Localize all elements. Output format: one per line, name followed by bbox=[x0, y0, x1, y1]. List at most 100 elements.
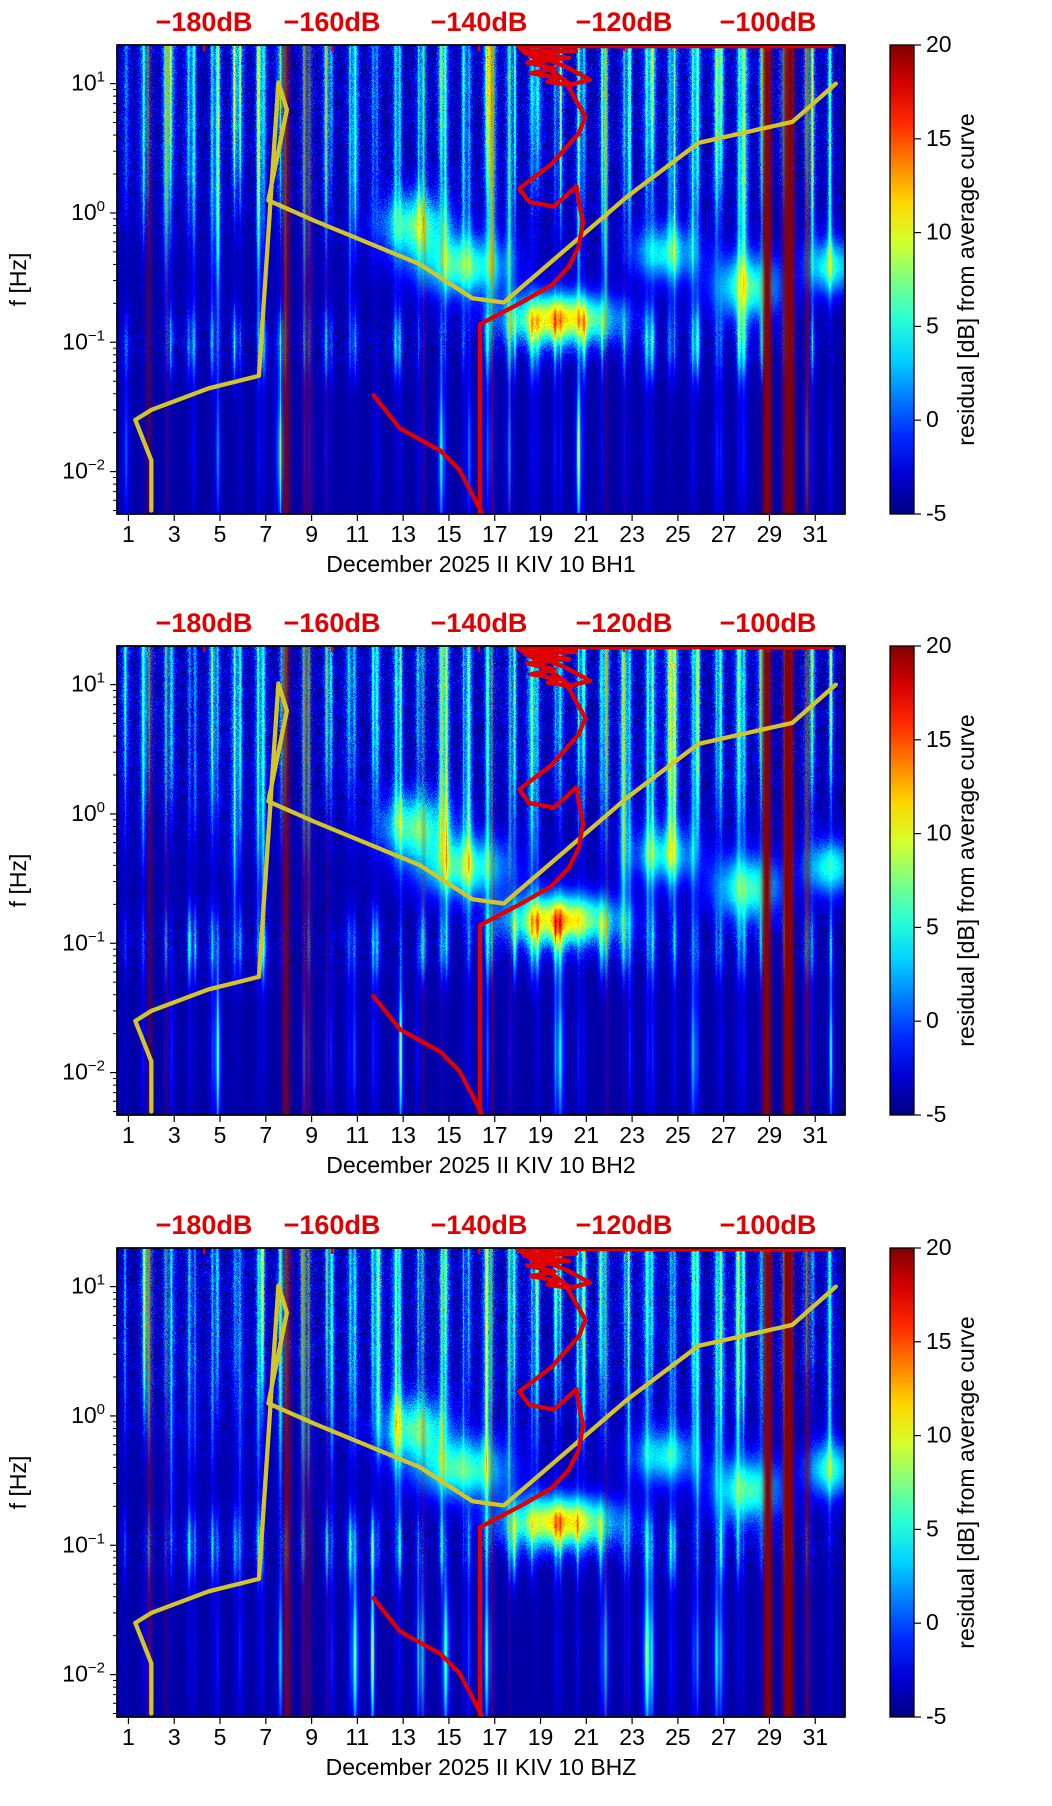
svg-text:-5: -5 bbox=[926, 1703, 946, 1729]
svg-text:10−1: 10−1 bbox=[62, 929, 105, 956]
svg-text:15: 15 bbox=[436, 1724, 462, 1750]
svg-text:20: 20 bbox=[926, 1234, 952, 1260]
svg-text:f [Hz]: f [Hz] bbox=[5, 253, 31, 307]
svg-text:3: 3 bbox=[168, 1724, 181, 1750]
svg-text:residual [dB] from average cur: residual [dB] from average curve bbox=[953, 113, 979, 445]
svg-text:10−2: 10−2 bbox=[62, 1659, 105, 1686]
svg-text:27: 27 bbox=[711, 1724, 737, 1750]
svg-text:13: 13 bbox=[390, 1724, 416, 1750]
svg-text:f [Hz]: f [Hz] bbox=[5, 854, 31, 908]
svg-text:5: 5 bbox=[926, 1515, 939, 1541]
svg-text:29: 29 bbox=[757, 521, 783, 547]
svg-text:residual [dB] from average cur: residual [dB] from average curve bbox=[953, 1316, 979, 1648]
svg-text:−140dB: −140dB bbox=[431, 7, 528, 37]
svg-text:101: 101 bbox=[71, 670, 105, 697]
svg-text:December 2025 II KIV 10 BHZ: December 2025 II KIV 10 BHZ bbox=[326, 1754, 637, 1780]
svg-text:−120dB: −120dB bbox=[576, 608, 673, 638]
svg-text:December 2025 II KIV 10 BH2: December 2025 II KIV 10 BH2 bbox=[326, 1152, 635, 1178]
svg-text:27: 27 bbox=[711, 521, 737, 547]
svg-text:−180dB: −180dB bbox=[156, 7, 253, 37]
svg-text:19: 19 bbox=[528, 1724, 554, 1750]
svg-text:9: 9 bbox=[305, 521, 318, 547]
svg-text:23: 23 bbox=[619, 1122, 645, 1148]
svg-text:5: 5 bbox=[926, 914, 939, 940]
svg-text:20: 20 bbox=[926, 632, 952, 658]
svg-text:residual [dB] from average cur: residual [dB] from average curve bbox=[953, 715, 979, 1047]
svg-text:10: 10 bbox=[926, 820, 952, 846]
svg-text:10−1: 10−1 bbox=[62, 327, 105, 354]
svg-text:27: 27 bbox=[711, 1122, 737, 1148]
svg-text:100: 100 bbox=[71, 1401, 105, 1428]
svg-text:100: 100 bbox=[71, 198, 105, 225]
svg-text:19: 19 bbox=[528, 1122, 554, 1148]
svg-text:9: 9 bbox=[305, 1724, 318, 1750]
svg-text:1: 1 bbox=[122, 1122, 135, 1148]
svg-text:23: 23 bbox=[619, 1724, 645, 1750]
svg-text:11: 11 bbox=[345, 521, 369, 547]
svg-text:21: 21 bbox=[574, 1724, 600, 1750]
svg-text:21: 21 bbox=[574, 1122, 600, 1148]
svg-text:19: 19 bbox=[528, 521, 554, 547]
svg-text:f [Hz]: f [Hz] bbox=[5, 1455, 31, 1509]
svg-text:−100dB: −100dB bbox=[720, 608, 817, 638]
svg-text:17: 17 bbox=[482, 1724, 508, 1750]
svg-text:15: 15 bbox=[926, 726, 952, 752]
svg-text:0: 0 bbox=[926, 406, 939, 432]
svg-text:3: 3 bbox=[168, 1122, 181, 1148]
svg-text:31: 31 bbox=[802, 1122, 828, 1148]
svg-text:7: 7 bbox=[259, 1122, 272, 1148]
svg-text:−140dB: −140dB bbox=[431, 608, 528, 638]
svg-text:7: 7 bbox=[259, 1724, 272, 1750]
svg-text:7: 7 bbox=[259, 521, 272, 547]
svg-text:−160dB: −160dB bbox=[284, 1210, 381, 1240]
svg-text:10−2: 10−2 bbox=[62, 1058, 105, 1085]
svg-text:11: 11 bbox=[345, 1122, 369, 1148]
svg-text:23: 23 bbox=[619, 521, 645, 547]
svg-text:December 2025 II KIV 10 BH1: December 2025 II KIV 10 BH1 bbox=[326, 551, 635, 577]
svg-text:100: 100 bbox=[71, 799, 105, 826]
svg-text:−120dB: −120dB bbox=[576, 7, 673, 37]
svg-text:11: 11 bbox=[345, 1724, 369, 1750]
svg-text:15: 15 bbox=[436, 521, 462, 547]
svg-text:25: 25 bbox=[665, 1122, 691, 1148]
svg-text:101: 101 bbox=[71, 1271, 105, 1298]
svg-text:5: 5 bbox=[214, 1724, 227, 1750]
svg-text:−160dB: −160dB bbox=[284, 608, 381, 638]
svg-text:31: 31 bbox=[802, 1724, 828, 1750]
svg-text:3: 3 bbox=[168, 521, 181, 547]
svg-text:21: 21 bbox=[574, 521, 600, 547]
svg-text:−180dB: −180dB bbox=[156, 608, 253, 638]
svg-text:20: 20 bbox=[926, 31, 952, 57]
svg-text:15: 15 bbox=[926, 125, 952, 151]
svg-text:1: 1 bbox=[122, 521, 135, 547]
svg-text:10: 10 bbox=[926, 1421, 952, 1447]
svg-text:5: 5 bbox=[214, 521, 227, 547]
svg-text:−140dB: −140dB bbox=[431, 1210, 528, 1240]
svg-text:−160dB: −160dB bbox=[284, 7, 381, 37]
svg-text:1: 1 bbox=[122, 1724, 135, 1750]
svg-text:0: 0 bbox=[926, 1007, 939, 1033]
svg-text:10−1: 10−1 bbox=[62, 1530, 105, 1557]
svg-text:-5: -5 bbox=[926, 500, 946, 526]
svg-text:15: 15 bbox=[926, 1327, 952, 1353]
svg-text:29: 29 bbox=[757, 1122, 783, 1148]
svg-text:10: 10 bbox=[926, 219, 952, 245]
svg-text:0: 0 bbox=[926, 1609, 939, 1635]
svg-text:101: 101 bbox=[71, 69, 105, 96]
svg-text:5: 5 bbox=[926, 312, 939, 338]
svg-text:9: 9 bbox=[305, 1122, 318, 1148]
svg-text:5: 5 bbox=[214, 1122, 227, 1148]
svg-text:−100dB: −100dB bbox=[720, 7, 817, 37]
svg-text:13: 13 bbox=[390, 521, 416, 547]
svg-text:10−2: 10−2 bbox=[62, 457, 105, 484]
svg-text:−180dB: −180dB bbox=[156, 1210, 253, 1240]
svg-text:−100dB: −100dB bbox=[720, 1210, 817, 1240]
svg-text:29: 29 bbox=[757, 1724, 783, 1750]
svg-text:25: 25 bbox=[665, 521, 691, 547]
svg-text:31: 31 bbox=[802, 521, 828, 547]
svg-text:25: 25 bbox=[665, 1724, 691, 1750]
svg-text:15: 15 bbox=[436, 1122, 462, 1148]
svg-text:17: 17 bbox=[482, 1122, 508, 1148]
svg-text:17: 17 bbox=[482, 521, 508, 547]
svg-text:-5: -5 bbox=[926, 1101, 946, 1127]
